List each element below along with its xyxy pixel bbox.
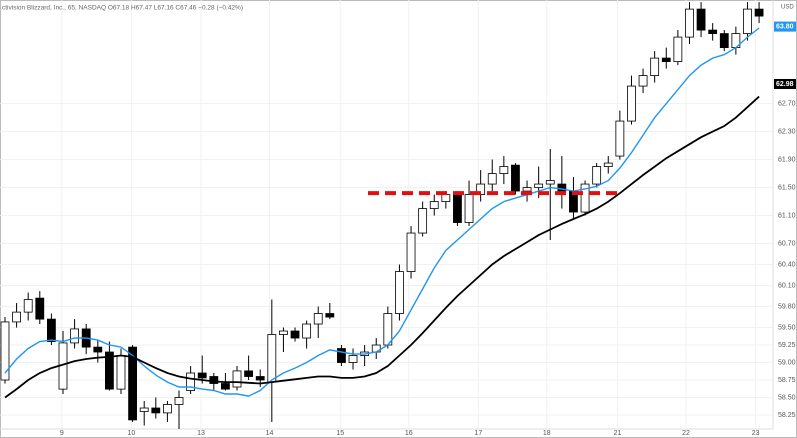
candle-body — [0, 321, 10, 381]
candle-body — [696, 8, 706, 31]
candle-body — [395, 271, 404, 314]
candle-body — [673, 36, 683, 62]
candle-body — [592, 166, 602, 185]
candle-body — [325, 313, 335, 318]
candle-body — [719, 33, 729, 48]
candle-body — [685, 8, 694, 38]
candle-body — [406, 232, 416, 272]
candle-body — [105, 351, 114, 390]
candle-body — [232, 370, 242, 388]
x-tick-label: 21 — [614, 430, 622, 437]
candle-body — [255, 376, 265, 381]
candle-body — [638, 75, 648, 87]
x-tick-label: 23 — [752, 430, 760, 437]
moving-average-line — [4, 95, 760, 399]
candle-body — [267, 334, 277, 383]
candle-body — [603, 162, 613, 167]
candle-body — [23, 299, 33, 313]
x-tick-label: 14 — [266, 430, 274, 437]
candle-body — [302, 323, 312, 339]
candle-body — [197, 372, 207, 379]
candle-body — [429, 201, 439, 209]
candle-body — [464, 194, 474, 223]
candle-body — [743, 8, 752, 34]
candle-body — [522, 187, 532, 192]
y-tick-label: 58.75 — [778, 377, 796, 384]
candle-body — [348, 355, 358, 363]
x-tick-label: 16 — [405, 430, 413, 437]
x-tick-label: 13 — [197, 430, 205, 437]
candle-body — [12, 311, 21, 323]
candle-body — [116, 355, 126, 390]
candle-body — [754, 8, 764, 17]
price-label-box — [774, 21, 796, 32]
candle-body — [580, 183, 590, 213]
y-tick-label: 62.70 — [778, 100, 796, 107]
candle-body — [337, 348, 346, 363]
candle-body — [441, 194, 451, 202]
y-tick-label: 59.25 — [778, 342, 796, 349]
candle-body — [151, 407, 161, 414]
candle-body — [290, 330, 300, 339]
candle-body — [163, 404, 172, 414]
candle-body — [244, 370, 254, 377]
candle-body — [221, 383, 230, 390]
y-tick-label: 61.90 — [778, 156, 796, 163]
y-tick-label: 62.30 — [778, 128, 796, 135]
y-tick-label: 60.40 — [778, 261, 796, 268]
candle-body — [545, 180, 555, 185]
candle-body — [128, 346, 138, 421]
candle-body — [418, 208, 428, 234]
candle-body — [279, 330, 288, 335]
candle-body — [139, 407, 149, 412]
candle-body — [511, 164, 520, 192]
x-tick-label: 17 — [474, 430, 482, 437]
candle-body — [93, 346, 103, 353]
y-tick-label: 61.10 — [778, 212, 796, 219]
y-tick-label: 59.00 — [778, 359, 796, 366]
candle-body — [383, 313, 393, 346]
candle-body — [557, 183, 567, 192]
candle-body — [661, 57, 671, 62]
y-tick-label: 58.50 — [778, 394, 796, 401]
moving-average-line — [4, 27, 760, 397]
grid — [0, 0, 773, 429]
candle-body — [186, 372, 196, 391]
x-tick-label: 9 — [60, 430, 64, 437]
y-tick-label: 61.50 — [778, 184, 796, 191]
candle-body — [708, 29, 718, 34]
x-tick-label: 10 — [128, 430, 136, 437]
candle-body — [534, 183, 544, 188]
y-tick-label: 60.10 — [778, 282, 796, 289]
y-tick-label: 60.70 — [778, 240, 796, 247]
x-tick-label: 15 — [336, 430, 344, 437]
x-tick-label: 22 — [682, 430, 690, 437]
price-label: 63.80 — [776, 23, 794, 30]
price-label: 62.98 — [776, 81, 794, 88]
candle-body — [487, 173, 497, 185]
x-tick-label: 18 — [543, 430, 551, 437]
candle-body — [209, 376, 219, 384]
candle-body — [499, 166, 509, 174]
candle-body — [35, 297, 45, 320]
y-tick-label: 58.25 — [778, 412, 796, 419]
candle-body — [70, 328, 79, 344]
candle-body — [615, 120, 625, 157]
candle-body — [313, 313, 323, 325]
candle-body — [627, 85, 636, 122]
candle-body — [174, 397, 184, 405]
candle-body — [453, 194, 462, 223]
y-tick-label: 59.80 — [778, 303, 796, 310]
chart-title: ctivision Blizzard, Inc., 65, NASDAQ O67… — [2, 5, 243, 12]
y-tick-label: 59.50 — [778, 324, 796, 331]
price-label-box — [774, 78, 796, 89]
currency-label: USD — [781, 5, 794, 11]
candle-body — [46, 318, 56, 342]
candle-body — [650, 57, 660, 76]
